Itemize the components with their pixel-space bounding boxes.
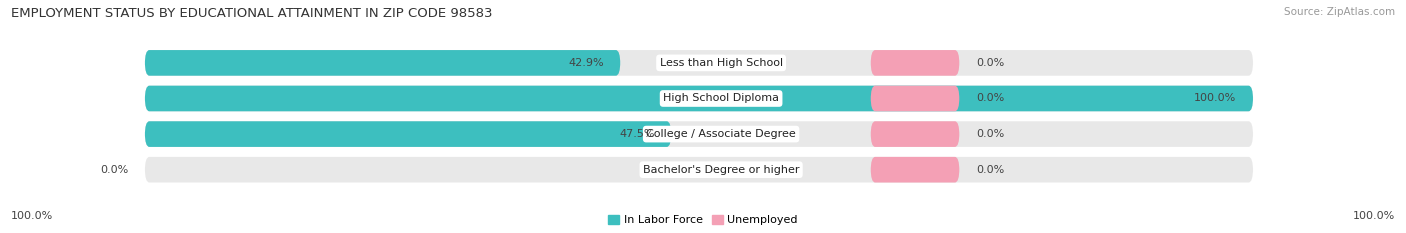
FancyBboxPatch shape [145, 86, 1253, 111]
Text: 0.0%: 0.0% [976, 129, 1004, 139]
FancyBboxPatch shape [145, 121, 1253, 147]
Text: 100.0%: 100.0% [1353, 211, 1395, 221]
Text: College / Associate Degree: College / Associate Degree [647, 129, 796, 139]
Text: Bachelor's Degree or higher: Bachelor's Degree or higher [643, 165, 800, 175]
FancyBboxPatch shape [870, 50, 959, 76]
FancyBboxPatch shape [870, 157, 959, 182]
Text: High School Diploma: High School Diploma [664, 93, 779, 103]
Text: 0.0%: 0.0% [100, 165, 128, 175]
Text: EMPLOYMENT STATUS BY EDUCATIONAL ATTAINMENT IN ZIP CODE 98583: EMPLOYMENT STATUS BY EDUCATIONAL ATTAINM… [11, 7, 492, 20]
Text: Source: ZipAtlas.com: Source: ZipAtlas.com [1284, 7, 1395, 17]
Text: 100.0%: 100.0% [11, 211, 53, 221]
Text: 0.0%: 0.0% [976, 93, 1004, 103]
Text: 0.0%: 0.0% [976, 165, 1004, 175]
Legend: In Labor Force, Unemployed: In Labor Force, Unemployed [609, 215, 797, 225]
FancyBboxPatch shape [145, 86, 1253, 111]
FancyBboxPatch shape [145, 50, 620, 76]
Text: 0.0%: 0.0% [976, 58, 1004, 68]
FancyBboxPatch shape [145, 121, 671, 147]
Text: Less than High School: Less than High School [659, 58, 783, 68]
Text: 47.5%: 47.5% [619, 129, 655, 139]
Text: 100.0%: 100.0% [1194, 93, 1236, 103]
FancyBboxPatch shape [145, 50, 1253, 76]
FancyBboxPatch shape [870, 86, 959, 111]
Text: 42.9%: 42.9% [568, 58, 603, 68]
FancyBboxPatch shape [145, 157, 1253, 182]
FancyBboxPatch shape [870, 121, 959, 147]
